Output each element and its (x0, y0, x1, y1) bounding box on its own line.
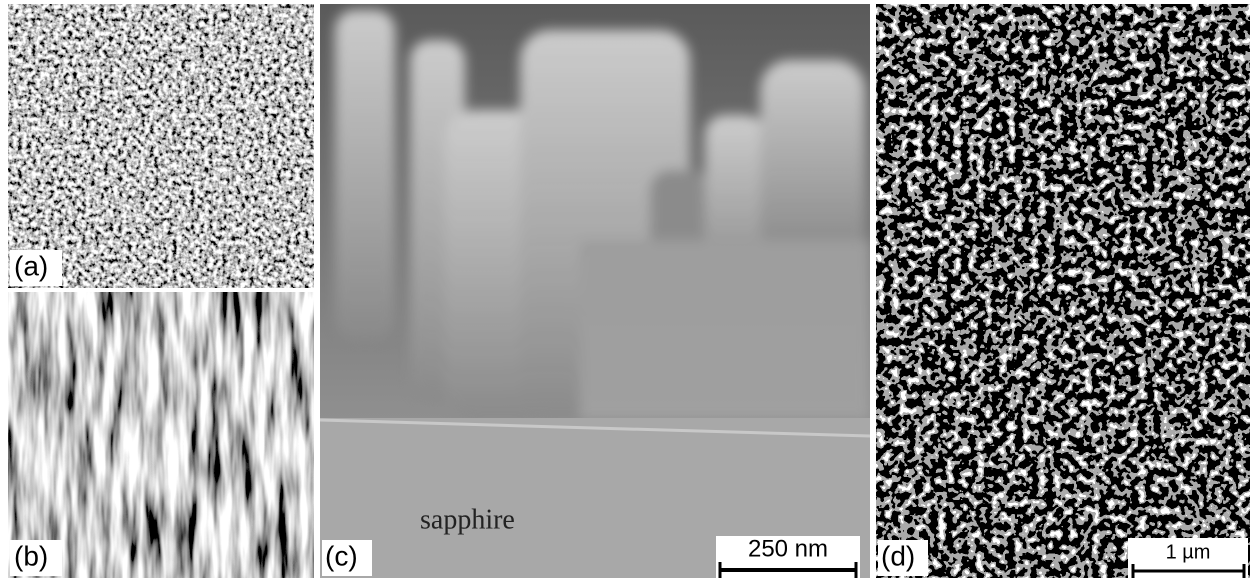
scale-bar: 1 µm (1128, 538, 1248, 578)
scale-bar-label: 250 nm (748, 535, 828, 562)
image-d (876, 4, 1250, 578)
image-b (8, 292, 314, 578)
panel-label: (d) (881, 540, 915, 571)
image-c (320, 4, 870, 578)
panel-label: (b) (14, 540, 48, 571)
scale-bar: 250 nm (716, 535, 860, 578)
label-box (10, 250, 62, 286)
image-a (8, 4, 314, 288)
annotation: sapphire (420, 504, 515, 535)
label-box (878, 540, 928, 576)
label-box (322, 540, 372, 576)
panel-label: (a) (14, 250, 48, 281)
label-box (10, 540, 62, 576)
scale-bar-label: 1 µm (1166, 541, 1211, 563)
panel-label: (c) (325, 540, 358, 571)
